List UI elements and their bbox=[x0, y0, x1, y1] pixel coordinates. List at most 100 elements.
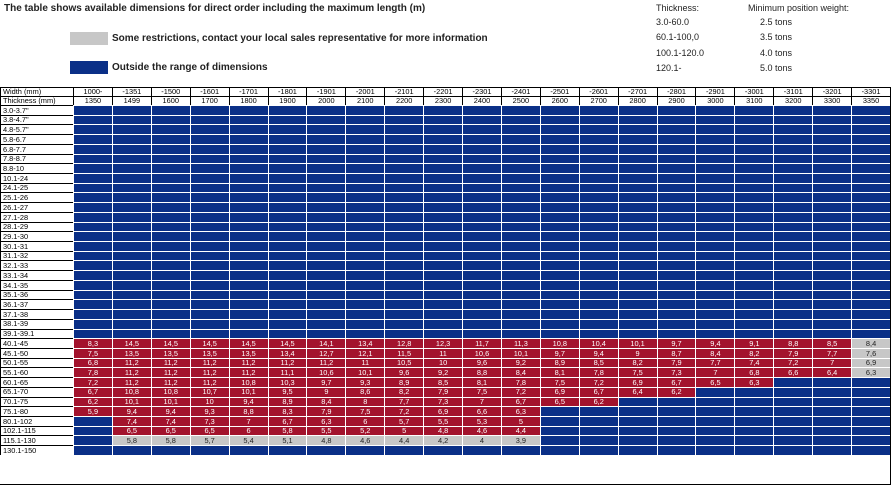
unavailable-cell bbox=[812, 173, 852, 183]
width-range-start: -2101 bbox=[384, 87, 424, 96]
unavailable-cell bbox=[384, 105, 424, 115]
max-length-cell: 7,5 bbox=[345, 406, 385, 416]
unavailable-cell bbox=[812, 250, 852, 261]
unavailable-cell bbox=[539, 143, 579, 154]
max-length-cell: 7,5 bbox=[617, 367, 657, 378]
unavailable-cell bbox=[111, 134, 151, 144]
unavailable-cell bbox=[73, 241, 112, 251]
unavailable-cell bbox=[578, 231, 618, 242]
unavailable-cell bbox=[306, 231, 346, 242]
max-length-cell: 11,2 bbox=[189, 367, 229, 378]
unavailable-cell bbox=[578, 163, 618, 174]
unavailable-cell bbox=[695, 192, 735, 203]
unavailable-cell bbox=[773, 435, 813, 446]
unavailable-cell bbox=[812, 328, 852, 339]
unavailable-cell bbox=[773, 289, 813, 300]
unavailable-cell bbox=[228, 134, 268, 144]
unavailable-cell bbox=[150, 211, 190, 222]
max-length-cell: 7,4 bbox=[734, 357, 774, 368]
unavailable-cell bbox=[695, 182, 735, 193]
unavailable-cell bbox=[306, 289, 346, 300]
unavailable-cell bbox=[228, 182, 268, 193]
unavailable-cell bbox=[228, 163, 268, 174]
unavailable-cell bbox=[656, 260, 696, 271]
max-length-cell: 8,2 bbox=[384, 386, 424, 397]
unavailable-cell bbox=[578, 173, 618, 183]
unavailable-cell bbox=[189, 250, 229, 261]
unavailable-cell bbox=[695, 153, 735, 164]
unavailable-cell bbox=[851, 435, 890, 446]
unavailable-cell bbox=[150, 105, 190, 115]
max-length-cell: 10,7 bbox=[189, 386, 229, 397]
unavailable-cell bbox=[578, 134, 618, 144]
unavailable-cell bbox=[384, 289, 424, 300]
max-length-cell: 10,6 bbox=[306, 367, 346, 378]
max-length-cell: 6,7 bbox=[500, 396, 540, 407]
max-length-cell: 8,7 bbox=[656, 347, 696, 358]
max-length-cell: 14,5 bbox=[111, 338, 151, 348]
max-length-cell: 7,4 bbox=[150, 415, 190, 426]
unavailable-cell bbox=[306, 105, 346, 115]
unavailable-cell bbox=[150, 241, 190, 251]
unavailable-cell bbox=[851, 241, 890, 251]
max-length-cell: 9,4 bbox=[150, 406, 190, 416]
unavailable-cell bbox=[150, 318, 190, 329]
thickness-row-label: 24.1-25 bbox=[0, 182, 73, 193]
max-length-cell: 11,2 bbox=[267, 357, 307, 368]
unavailable-cell bbox=[345, 270, 385, 280]
unavailable-cell bbox=[773, 211, 813, 222]
thickness-row-label: 36.1-37 bbox=[0, 299, 73, 310]
weight-thickness-0: 3.0-60.0 bbox=[656, 17, 690, 27]
unavailable-cell bbox=[500, 221, 540, 232]
thickness-row-label: 65.1-70 bbox=[0, 386, 73, 397]
unavailable-cell bbox=[500, 318, 540, 329]
thickness-row-label: 10.1-24 bbox=[0, 173, 73, 183]
max-length-cell: 6,6 bbox=[773, 367, 813, 378]
thickness-row-label: 115.1-130 bbox=[0, 435, 73, 446]
unavailable-cell bbox=[462, 260, 501, 271]
unavailable-cell bbox=[462, 221, 501, 232]
max-length-cell: 8,3 bbox=[267, 406, 307, 416]
max-length-cell: 9,7 bbox=[656, 338, 696, 348]
unavailable-cell bbox=[617, 153, 657, 164]
unavailable-cell bbox=[734, 445, 774, 455]
unavailable-cell bbox=[267, 250, 307, 261]
unavailable-cell bbox=[345, 202, 385, 212]
unavailable-cell bbox=[228, 173, 268, 183]
unavailable-cell bbox=[773, 143, 813, 154]
unavailable-cell bbox=[423, 328, 463, 339]
unavailable-cell bbox=[734, 134, 774, 144]
width-range-end: 3000 bbox=[695, 96, 735, 105]
max-length-cell: 7,7 bbox=[695, 357, 735, 368]
unavailable-cell bbox=[617, 202, 657, 212]
unavailable-cell bbox=[578, 279, 618, 290]
unavailable-cell bbox=[695, 260, 735, 271]
unavailable-cell bbox=[773, 231, 813, 242]
unavailable-cell bbox=[656, 241, 696, 251]
thickness-row-label: 28.1-29 bbox=[0, 221, 73, 232]
unavailable-cell bbox=[539, 299, 579, 310]
thickness-row-label: 7.8-8.7 bbox=[0, 153, 73, 164]
unavailable-cell bbox=[228, 250, 268, 261]
unavailable-cell bbox=[656, 153, 696, 164]
max-length-cell: 6,2 bbox=[656, 386, 696, 397]
max-length-cell: 12,8 bbox=[384, 338, 424, 348]
unavailable-cell bbox=[345, 289, 385, 300]
max-length-cell: 8,5 bbox=[812, 338, 852, 348]
unavailable-cell bbox=[539, 415, 579, 426]
unavailable-cell bbox=[267, 163, 307, 174]
unavailable-cell bbox=[189, 124, 229, 135]
unavailable-cell bbox=[306, 182, 346, 193]
unavailable-cell bbox=[539, 328, 579, 339]
unavailable-cell bbox=[812, 386, 852, 397]
unavailable-cell bbox=[267, 202, 307, 212]
unavailable-cell bbox=[851, 124, 890, 135]
unavailable-cell bbox=[73, 289, 112, 300]
unavailable-cell bbox=[423, 318, 463, 329]
unavailable-cell bbox=[345, 211, 385, 222]
unavailable-cell bbox=[111, 105, 151, 115]
max-length-cell: 7 bbox=[695, 367, 735, 378]
unavailable-cell bbox=[462, 299, 501, 310]
unavailable-cell bbox=[851, 153, 890, 164]
unavailable-cell bbox=[345, 192, 385, 203]
